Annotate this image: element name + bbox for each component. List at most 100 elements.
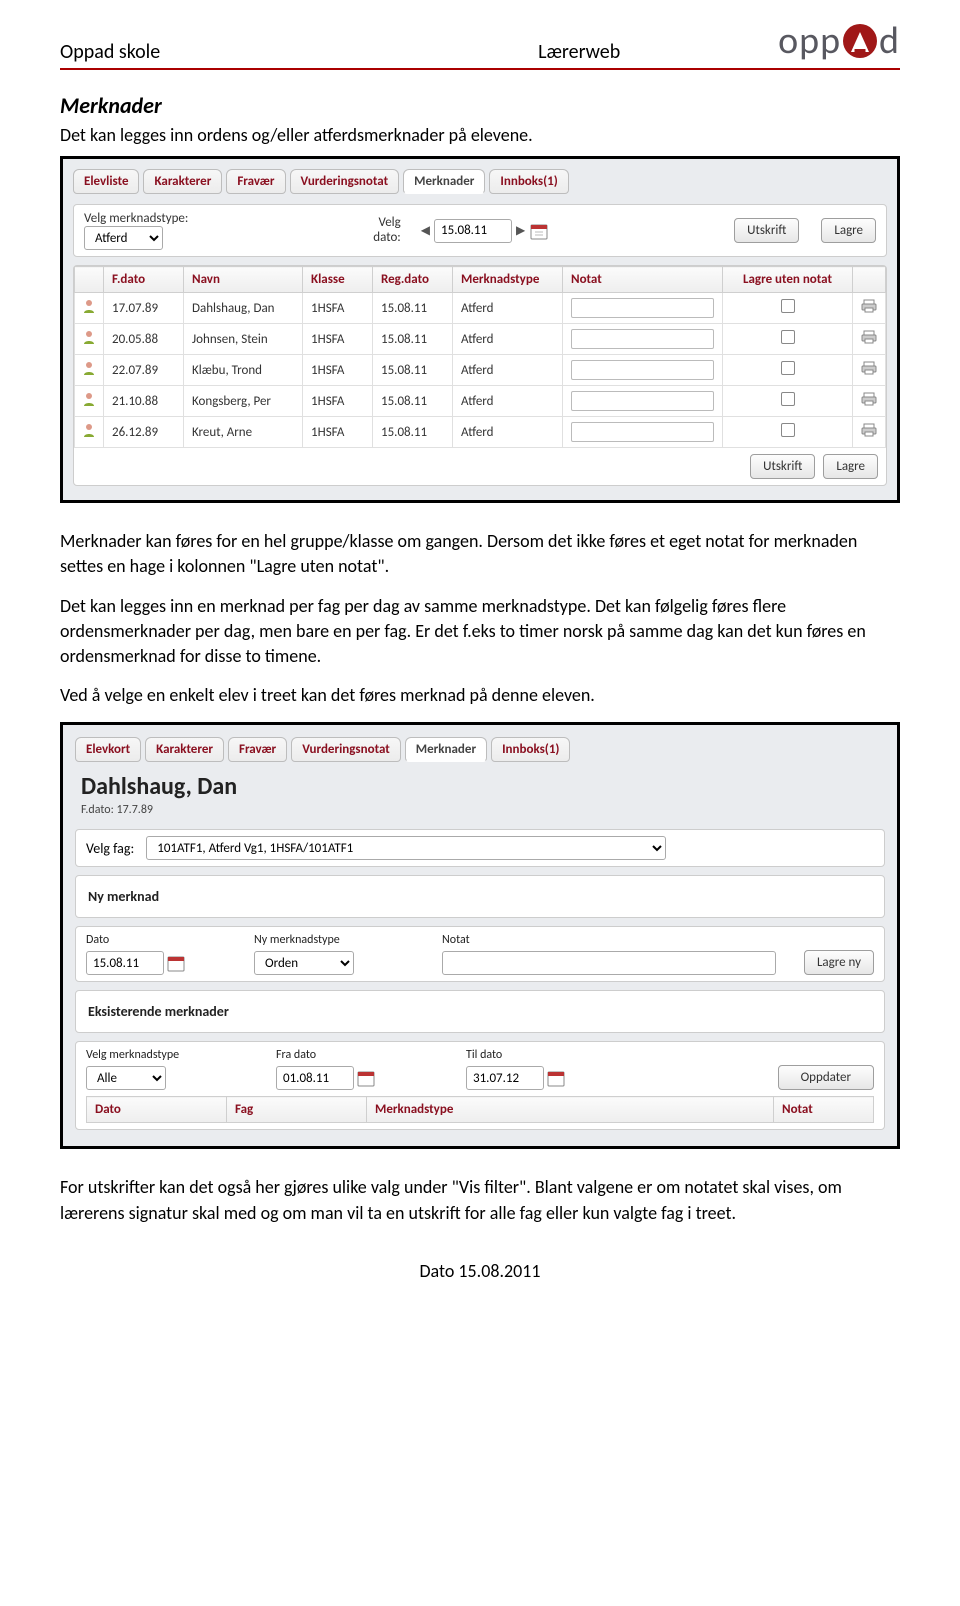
cell-navn: Klæbu, Trond (184, 355, 303, 386)
col-regdato[interactable]: Reg.dato (373, 267, 453, 293)
tab-fravaer-2[interactable]: Fravær (228, 737, 287, 762)
student-grid: F.dato Navn Klasse Reg.dato Merknadstype… (74, 266, 886, 448)
print-icon[interactable] (861, 302, 877, 317)
person-icon (75, 355, 104, 386)
filter-type-select[interactable]: Alle (86, 1066, 166, 1090)
table-row: 20.05.88Johnsen, Stein1HSFA15.08.11Atfer… (75, 324, 886, 355)
calendar-icon-4[interactable] (546, 1068, 566, 1088)
calendar-icon-3[interactable] (356, 1068, 376, 1088)
lagre-uten-checkbox[interactable] (781, 330, 795, 344)
table-row: 26.12.89Kreut, Arne1HSFA15.08.11Atferd (75, 417, 886, 448)
print-icon[interactable] (861, 395, 877, 410)
merknadstype-select[interactable]: Atferd (84, 226, 163, 250)
doc-header-left: Oppad skole (60, 40, 538, 64)
tab-fravaer[interactable]: Fravær (226, 169, 285, 194)
calendar-icon-2[interactable] (166, 953, 186, 973)
table-row: 22.07.89Klæbu, Trond1HSFA15.08.11Atferd (75, 355, 886, 386)
tab-vurderingsnotat-2[interactable]: Vurderingsnotat (291, 737, 401, 762)
ny-merknad-panel: Ny merknad (75, 875, 885, 918)
col-klasse[interactable]: Klasse (303, 267, 373, 293)
lagre-uten-checkbox[interactable] (781, 392, 795, 406)
cell-fdato: 26.12.89 (104, 417, 184, 448)
paragraph-2c: Ved å velge en enkelt elev i treet kan d… (60, 683, 900, 708)
date-prev-icon[interactable]: ◀ (419, 223, 432, 238)
tab-karakterer[interactable]: Karakterer (143, 169, 222, 194)
lagre-uten-checkbox[interactable] (781, 361, 795, 375)
oppdater-button[interactable]: Oppdater (778, 1065, 874, 1090)
grid-footer-1: Utskrift Lagre (74, 448, 886, 485)
logo-a-icon (843, 24, 877, 58)
lagre-uten-checkbox[interactable] (781, 423, 795, 437)
dato-input[interactable] (434, 219, 512, 243)
cell-klasse: 1HSFA (303, 324, 373, 355)
cell-fdato: 17.07.89 (104, 293, 184, 324)
ny-notat-label: Notat (442, 933, 776, 947)
cell-fdato: 21.10.88 (104, 386, 184, 417)
print-icon[interactable] (861, 364, 877, 379)
calendar-icon[interactable] (529, 221, 549, 241)
merknadstype-label: Velg merknadstype: (84, 211, 188, 226)
filter-fra-input[interactable] (276, 1066, 354, 1090)
notat-input[interactable] (571, 298, 714, 318)
tab-vurderingsnotat[interactable]: Vurderingsnotat (290, 169, 400, 194)
table-row: 21.10.88Kongsberg, Per1HSFA15.08.11Atfer… (75, 386, 886, 417)
lagre-ny-button[interactable]: Lagre ny (804, 950, 874, 975)
toolbar-1: Velg merknadstype: Atferd Velg dato: ◀ ▶… (73, 204, 887, 257)
filter-type-label: Velg merknadstype (86, 1048, 236, 1062)
ny-dato-input[interactable] (86, 951, 164, 975)
header-rule (60, 68, 900, 70)
cell-print (853, 417, 886, 448)
tab-merknader[interactable]: Merknader (403, 169, 485, 194)
cell-type: Atferd (453, 417, 563, 448)
tab-elevliste[interactable]: Elevliste (73, 169, 139, 194)
ny-type-select[interactable]: Orden (254, 951, 354, 975)
cell-regdato: 15.08.11 (373, 386, 453, 417)
utskrift-button[interactable]: Utskrift (734, 218, 799, 243)
cell-notat (563, 417, 723, 448)
exist-col-dato[interactable]: Dato (87, 1097, 227, 1123)
print-icon[interactable] (861, 426, 877, 441)
cell-notat (563, 293, 723, 324)
dato-label-group: Velg dato: (373, 216, 401, 245)
eksisterende-filter: Velg merknadstype Alle Fra dato Ti (75, 1041, 885, 1130)
utskrift-button-2[interactable]: Utskrift (750, 454, 815, 479)
lagre-button-2[interactable]: Lagre (823, 454, 878, 479)
lagre-uten-checkbox[interactable] (781, 299, 795, 313)
cell-navn: Kreut, Arne (184, 417, 303, 448)
tab-merknader-2[interactable]: Merknader (405, 737, 487, 762)
person-icon (75, 417, 104, 448)
screenshot-merknader-liste: Elevliste Karakterer Fravær Vurderingsno… (60, 156, 900, 503)
lagre-button[interactable]: Lagre (821, 218, 876, 243)
col-notat[interactable]: Notat (563, 267, 723, 293)
ny-merknad-fields: Dato Ny merknadstype Orden Notat (75, 926, 885, 982)
velg-fag-select[interactable]: 101ATF1, Atferd Vg1, 1HSFA/101ATF1 (146, 836, 666, 860)
print-icon[interactable] (861, 333, 877, 348)
tab-innboks-2[interactable]: Innboks(1) (491, 737, 570, 762)
col-merknadstype[interactable]: Merknadstype (453, 267, 563, 293)
col-icon (75, 267, 104, 293)
notat-input[interactable] (571, 422, 714, 442)
cell-lagreuten (723, 293, 853, 324)
table-row: 17.07.89Dahlshaug, Dan1HSFA15.08.11Atfer… (75, 293, 886, 324)
tab-elevkort[interactable]: Elevkort (75, 737, 141, 762)
tab-karakterer-2[interactable]: Karakterer (145, 737, 224, 762)
col-lagreuten[interactable]: Lagre uten notat (723, 267, 853, 293)
ny-notat-input[interactable] (442, 951, 776, 975)
cell-print (853, 355, 886, 386)
cell-notat (563, 386, 723, 417)
col-fdato[interactable]: F.dato (104, 267, 184, 293)
notat-input[interactable] (571, 360, 714, 380)
filter-til-label: Til dato (466, 1048, 616, 1062)
section-title: Merknader (60, 92, 900, 119)
exist-col-fag[interactable]: Fag (227, 1097, 367, 1123)
notat-input[interactable] (571, 391, 714, 411)
col-navn[interactable]: Navn (184, 267, 303, 293)
cell-navn: Dahlshaug, Dan (184, 293, 303, 324)
grid-panel: F.dato Navn Klasse Reg.dato Merknadstype… (73, 265, 887, 486)
filter-til-input[interactable] (466, 1066, 544, 1090)
date-next-icon[interactable]: ▶ (514, 223, 527, 238)
notat-input[interactable] (571, 329, 714, 349)
exist-col-type[interactable]: Merknadstype (367, 1097, 774, 1123)
tab-innboks[interactable]: Innboks(1) (489, 169, 568, 194)
exist-col-notat[interactable]: Notat (774, 1097, 874, 1123)
